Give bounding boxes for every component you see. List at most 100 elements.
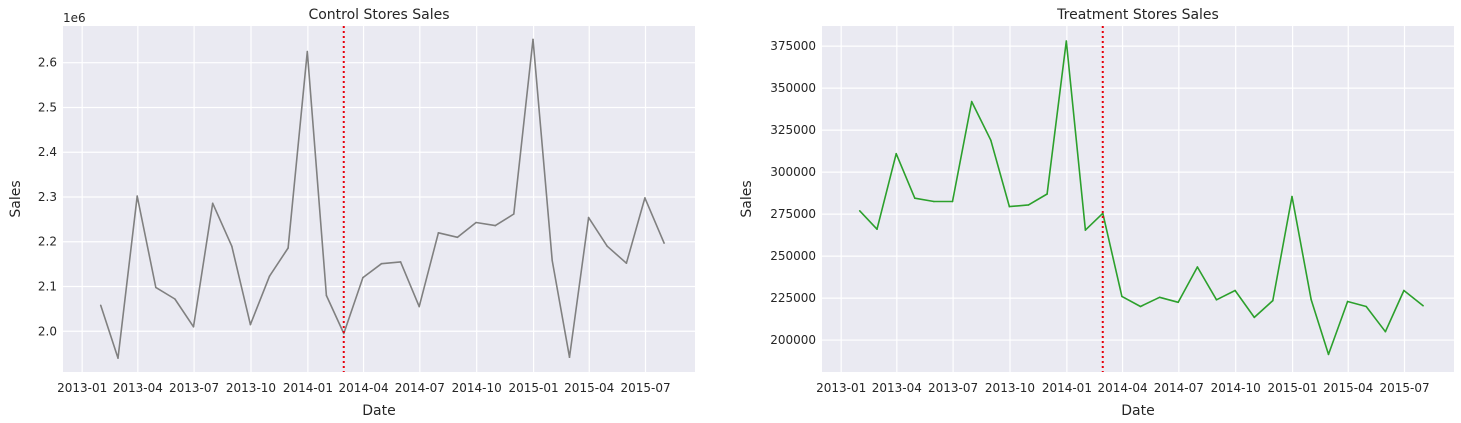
data-point — [933, 200, 935, 203]
data-point — [1327, 353, 1330, 356]
x-axis-label: Date — [362, 403, 395, 419]
x-tick-label: 2014-10 — [452, 381, 502, 395]
data-point — [1008, 205, 1011, 208]
data-point — [1234, 289, 1236, 292]
data-point — [456, 236, 459, 239]
data-point — [1065, 40, 1068, 42]
y-axis-label: Sales — [8, 180, 24, 217]
y-tick-label: 2.3 — [38, 190, 57, 204]
y-tick-labels: 200000 225000 250000 275000 300000 325000 3500… — [770, 39, 816, 347]
x-tick-label: 2013-07 — [169, 381, 219, 395]
chart-title: Control Stores Sales — [308, 7, 449, 23]
data-point — [399, 261, 402, 263]
data-point — [1310, 299, 1312, 301]
data-point — [587, 216, 590, 219]
data-point — [1422, 304, 1424, 307]
data-point — [663, 242, 665, 244]
x-tick-label: 2013-10 — [985, 381, 1035, 395]
data-point — [418, 305, 421, 308]
data-point — [568, 356, 571, 359]
treatment-stores-chart: 2013-01 2013-04 2013-07 2013-10 2014-01 2014-… — [739, 7, 1454, 419]
y-tick-label: 225000 — [770, 291, 816, 305]
x-tick-label: 2014-01 — [283, 381, 333, 395]
data-point — [287, 247, 289, 249]
gridlines — [63, 26, 695, 372]
x-tick-label: 2013-04 — [872, 381, 922, 395]
x-tick-label: 2014-07 — [1154, 381, 1204, 395]
control-stores-chart: 2013-01 2013-04 2013-07 2013-10 2014-01 2014-… — [8, 7, 695, 419]
data-point — [99, 304, 102, 307]
data-point — [644, 197, 646, 199]
data-point — [858, 210, 861, 212]
data-point — [155, 286, 157, 289]
data-point — [1139, 305, 1142, 308]
data-point — [990, 139, 992, 141]
y-tick-label: 350000 — [770, 81, 816, 95]
gridlines — [822, 26, 1454, 372]
y-axis-label: Sales — [739, 180, 755, 217]
x-tick-label: 2013-01 — [57, 381, 107, 395]
x-tick-labels: 2013-01 2013-04 2013-07 2013-10 2014-01 2014-… — [57, 381, 670, 395]
data-point — [1046, 193, 1048, 195]
data-point — [1158, 296, 1161, 299]
x-axis-label: Date — [1121, 403, 1154, 419]
plot-background — [63, 26, 695, 372]
x-tick-label: 2015-07 — [620, 381, 670, 395]
y-tick-label: 2.2 — [38, 235, 57, 249]
data-point — [136, 195, 138, 197]
data-point — [606, 245, 608, 247]
x-tick-label: 2013-07 — [928, 381, 978, 395]
data-point — [211, 202, 214, 205]
data-point — [1346, 300, 1349, 303]
data-point — [268, 275, 271, 278]
x-tick-label: 2015-07 — [1379, 381, 1429, 395]
y-tick-label: 250000 — [770, 249, 816, 263]
y-tick-label: 325000 — [770, 123, 816, 137]
x-tick-labels: 2013-01 2013-04 2013-07 2013-10 2014-01 2014-… — [816, 381, 1429, 395]
data-point — [1177, 301, 1179, 304]
y-tick-label: 2.4 — [38, 145, 57, 159]
data-marks — [858, 26, 1424, 372]
x-tick-label: 2013-10 — [226, 381, 276, 395]
y-tick-label: 275000 — [770, 207, 816, 221]
data-point — [532, 38, 534, 41]
data-point — [970, 100, 973, 103]
x-tick-label: 2014-07 — [395, 381, 445, 395]
x-tick-label: 2014-10 — [1211, 381, 1261, 395]
x-tick-label: 2013-01 — [816, 381, 866, 395]
x-tick-label: 2014-04 — [1097, 381, 1147, 395]
y-tick-label: 2.6 — [38, 56, 57, 70]
data-point — [249, 323, 252, 326]
data-point — [380, 262, 383, 265]
data-point — [475, 221, 477, 224]
data-point — [1084, 229, 1087, 231]
data-point — [231, 245, 233, 247]
data-point — [914, 197, 916, 199]
data-point — [437, 232, 440, 234]
data-point — [325, 294, 328, 297]
x-tick-label: 2015-04 — [564, 381, 614, 395]
y-tick-label: 300000 — [770, 165, 816, 179]
data-point — [513, 213, 515, 215]
chart-title: Treatment Stores Sales — [1056, 7, 1219, 23]
data-point — [1253, 316, 1256, 319]
data-point — [494, 224, 497, 227]
data-point — [174, 298, 176, 300]
y-tick-label: 2.0 — [38, 324, 57, 338]
data-point — [1027, 204, 1030, 206]
data-point — [192, 326, 195, 328]
data-point — [625, 262, 628, 265]
y-offset-label: 1e6 — [63, 11, 86, 25]
data-point — [362, 276, 364, 279]
data-point — [306, 50, 309, 53]
data-point — [1403, 289, 1405, 292]
y-tick-label: 200000 — [770, 333, 816, 347]
x-tick-label: 2014-04 — [338, 381, 388, 395]
data-point — [1384, 330, 1387, 333]
data-point — [1121, 295, 1123, 298]
data-point — [1272, 299, 1274, 302]
data-marks — [99, 26, 665, 372]
x-tick-label: 2015-01 — [1268, 381, 1318, 395]
data-point — [895, 152, 897, 155]
